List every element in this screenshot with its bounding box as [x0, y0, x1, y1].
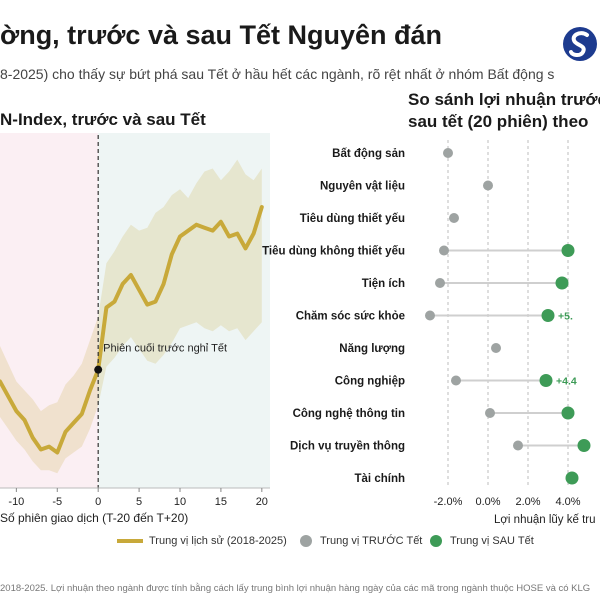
brand-logo-icon	[563, 27, 597, 61]
before-dot	[451, 375, 461, 386]
sector-label: Công nghiệp	[335, 376, 405, 388]
sector-row: Tiêu dùng thiết yếu	[300, 213, 459, 225]
legend-before: Trung vị TRƯỚC Tết	[300, 535, 422, 547]
x-tick-label: 20	[256, 496, 268, 508]
after-dot	[555, 276, 569, 290]
sector-row: Dịch vụ truyền thông	[290, 439, 591, 453]
right-x-axis-label: Lợi nhuận lũy kế tru	[494, 514, 596, 526]
x-tick-label: 0	[95, 496, 101, 508]
x-tick-label: 0.0%	[475, 496, 500, 508]
legend-before-label: Trung vị TRƯỚC Tết	[320, 535, 423, 547]
sector-label: Dịch vụ truyền thông	[290, 441, 405, 453]
legend-median-label: Trung vị lịch sử (2018-2025)	[149, 535, 287, 547]
footer-note: 2018-2025. Lợi nhuận theo ngành được tín…	[0, 583, 591, 594]
page-title: ờng, trước và sau Tết Nguyên đán	[0, 20, 443, 50]
sector-row: Chăm sóc sức khỏe +5.	[296, 309, 573, 323]
after-dot	[561, 406, 575, 420]
legend-median: Trung vị lịch sử (2018-2025)	[117, 535, 287, 547]
data-label: +4.4	[556, 376, 577, 388]
sector-label: Nguyên vật liệu	[320, 181, 405, 193]
x-tick-label: -5	[52, 496, 62, 508]
right-x-axis-ticks: -2.0% 0.0% 2.0% 4.0%	[434, 496, 581, 508]
before-dot	[449, 213, 459, 223]
sector-row: Nguyên vật liệu	[320, 180, 493, 193]
sector-label: Bất động sản	[332, 148, 405, 160]
x-tick-label: 4.0%	[555, 496, 580, 508]
sector-label: Chăm sóc sức khỏe	[296, 311, 405, 323]
x-tick-label: 15	[215, 496, 227, 508]
sector-label: Tiêu dùng thiết yếu	[300, 213, 405, 225]
before-dot	[485, 408, 495, 418]
median-line	[0, 205, 264, 455]
pre-tet-background	[0, 133, 99, 488]
post-tet-background	[98, 133, 270, 488]
data-label: +5.	[558, 311, 573, 323]
sector-label: Năng lượng	[339, 343, 405, 355]
right-chart-title-line2: sau tết (20 phiên) theo	[408, 112, 589, 131]
sector-row: Công nghiệp +4.4	[335, 374, 577, 388]
before-dot	[491, 343, 501, 353]
sector-row: Tài chính	[355, 471, 579, 485]
after-dot	[577, 439, 591, 452]
page-subtitle: 8-2025) cho thấy sự bứt phá sau Tết ở hầ…	[0, 66, 555, 82]
sector-row: Tiện ích	[362, 276, 569, 290]
legend-after-label: Trung vị SAU Tết	[450, 535, 534, 547]
x-tick-label: 10	[174, 496, 186, 508]
sector-label: Tài chính	[355, 473, 405, 485]
x-tick-label: -2.0%	[434, 496, 463, 508]
before-dot	[435, 278, 445, 288]
x-tick-label: -10	[8, 496, 24, 508]
legend-grey-dot-swatch	[300, 535, 312, 547]
before-dot	[425, 310, 435, 321]
sector-label: Công nghệ thông tin	[293, 408, 405, 420]
before-dot	[439, 245, 449, 256]
tet-event-marker	[94, 365, 103, 374]
sector-row: Năng lượng	[339, 343, 501, 355]
tet-annotation-label: Phiên cuối trước nghỉ Tết	[103, 343, 227, 355]
after-dot	[541, 309, 555, 322]
x-axis-ticks: -10 -5 0 5 10 15 20	[0, 487, 270, 508]
left-line-chart: Phiên cuối trước nghỉ Tết -10 -5 0 5 10 15 20 …	[0, 133, 270, 525]
left-chart-title: N-Index, trước và sau Tết	[0, 110, 206, 129]
x-tick-label: 5	[136, 496, 142, 508]
sector-label: Tiện ích	[362, 278, 405, 290]
sector-row: Bất động sản	[332, 148, 453, 160]
legend: Trung vị lịch sử (2018-2025) Trung vị TR…	[0, 535, 600, 555]
x-tick-label: 2.0%	[515, 496, 540, 508]
sector-label: Tiêu dùng không thiết yếu	[262, 246, 405, 258]
right-chart-title: So sánh lợi nhuận trước sau tết (20 phiê…	[408, 89, 600, 133]
right-chart-title-line1: So sánh lợi nhuận trước	[408, 90, 600, 109]
sector-row: Tiêu dùng không thiết yếu	[262, 244, 575, 258]
left-x-axis-label: Số phiên giao dịch (T-20 đến T+20)	[0, 511, 188, 525]
vertical-gridlines	[447, 140, 569, 488]
sector-row: Công nghệ thông tin	[293, 406, 575, 420]
before-dot	[483, 180, 493, 191]
after-dot	[565, 471, 579, 485]
before-dot	[513, 440, 523, 451]
legend-green-dot-swatch	[430, 535, 442, 547]
legend-line-swatch	[117, 539, 143, 543]
after-dot	[539, 374, 553, 387]
legend-after: Trung vị SAU Tết	[430, 535, 534, 547]
before-dot	[443, 148, 453, 158]
after-dot	[561, 244, 575, 257]
median-range-band	[0, 159, 262, 474]
sector-rows: Bất động sản Nguyên vật liệu Tiêu dùng thi…	[262, 148, 591, 485]
